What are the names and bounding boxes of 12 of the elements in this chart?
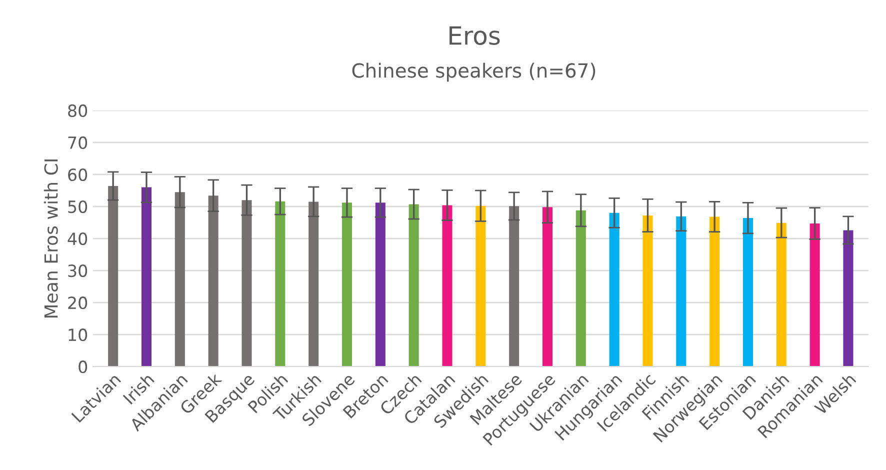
y-tick-label: 80 [68, 104, 88, 118]
y-axis-title: Mean Eros with CI [44, 160, 58, 318]
y-tick-label: 0 [78, 360, 88, 374]
y-tick-label: 60 [68, 168, 88, 182]
y-tick-label: 30 [68, 264, 88, 278]
y-tick-label: 40 [68, 232, 88, 246]
chart-subtitle: Chinese speakers (n=67) [352, 62, 596, 82]
y-tick-label: 10 [68, 328, 88, 342]
y-tick-label: 20 [68, 296, 88, 310]
chart-title: Eros [450, 26, 500, 46]
y-tick-label: 50 [68, 200, 88, 214]
y-tick-label: 70 [68, 136, 88, 150]
